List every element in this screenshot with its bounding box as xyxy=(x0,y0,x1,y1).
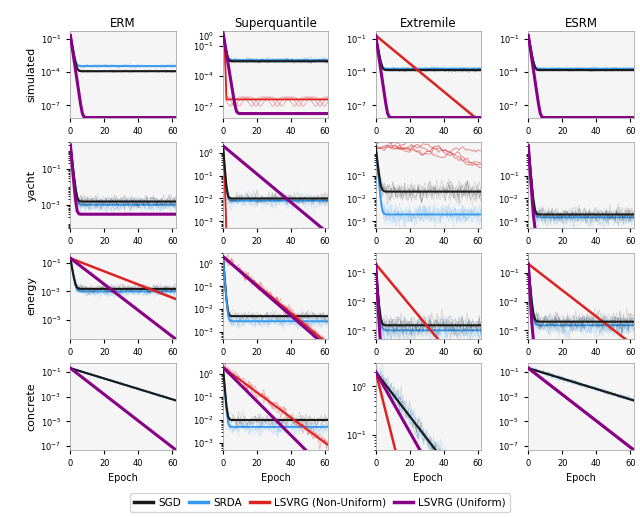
X-axis label: Epoch: Epoch xyxy=(108,474,138,483)
X-axis label: Epoch: Epoch xyxy=(260,474,291,483)
Y-axis label: concrete: concrete xyxy=(26,382,36,431)
Title: Extremile: Extremile xyxy=(400,17,456,30)
Y-axis label: simulated: simulated xyxy=(26,47,36,102)
X-axis label: Epoch: Epoch xyxy=(413,474,444,483)
X-axis label: Epoch: Epoch xyxy=(566,474,596,483)
Title: ESRM: ESRM xyxy=(564,17,598,30)
Legend: SGD, SRDA, LSVRG (Non-Uniform), LSVRG (Uniform): SGD, SRDA, LSVRG (Non-Uniform), LSVRG (U… xyxy=(130,493,510,512)
Y-axis label: energy: energy xyxy=(26,276,36,315)
Title: ERM: ERM xyxy=(110,17,136,30)
Y-axis label: yacht: yacht xyxy=(26,170,36,201)
Title: Superquantile: Superquantile xyxy=(234,17,317,30)
